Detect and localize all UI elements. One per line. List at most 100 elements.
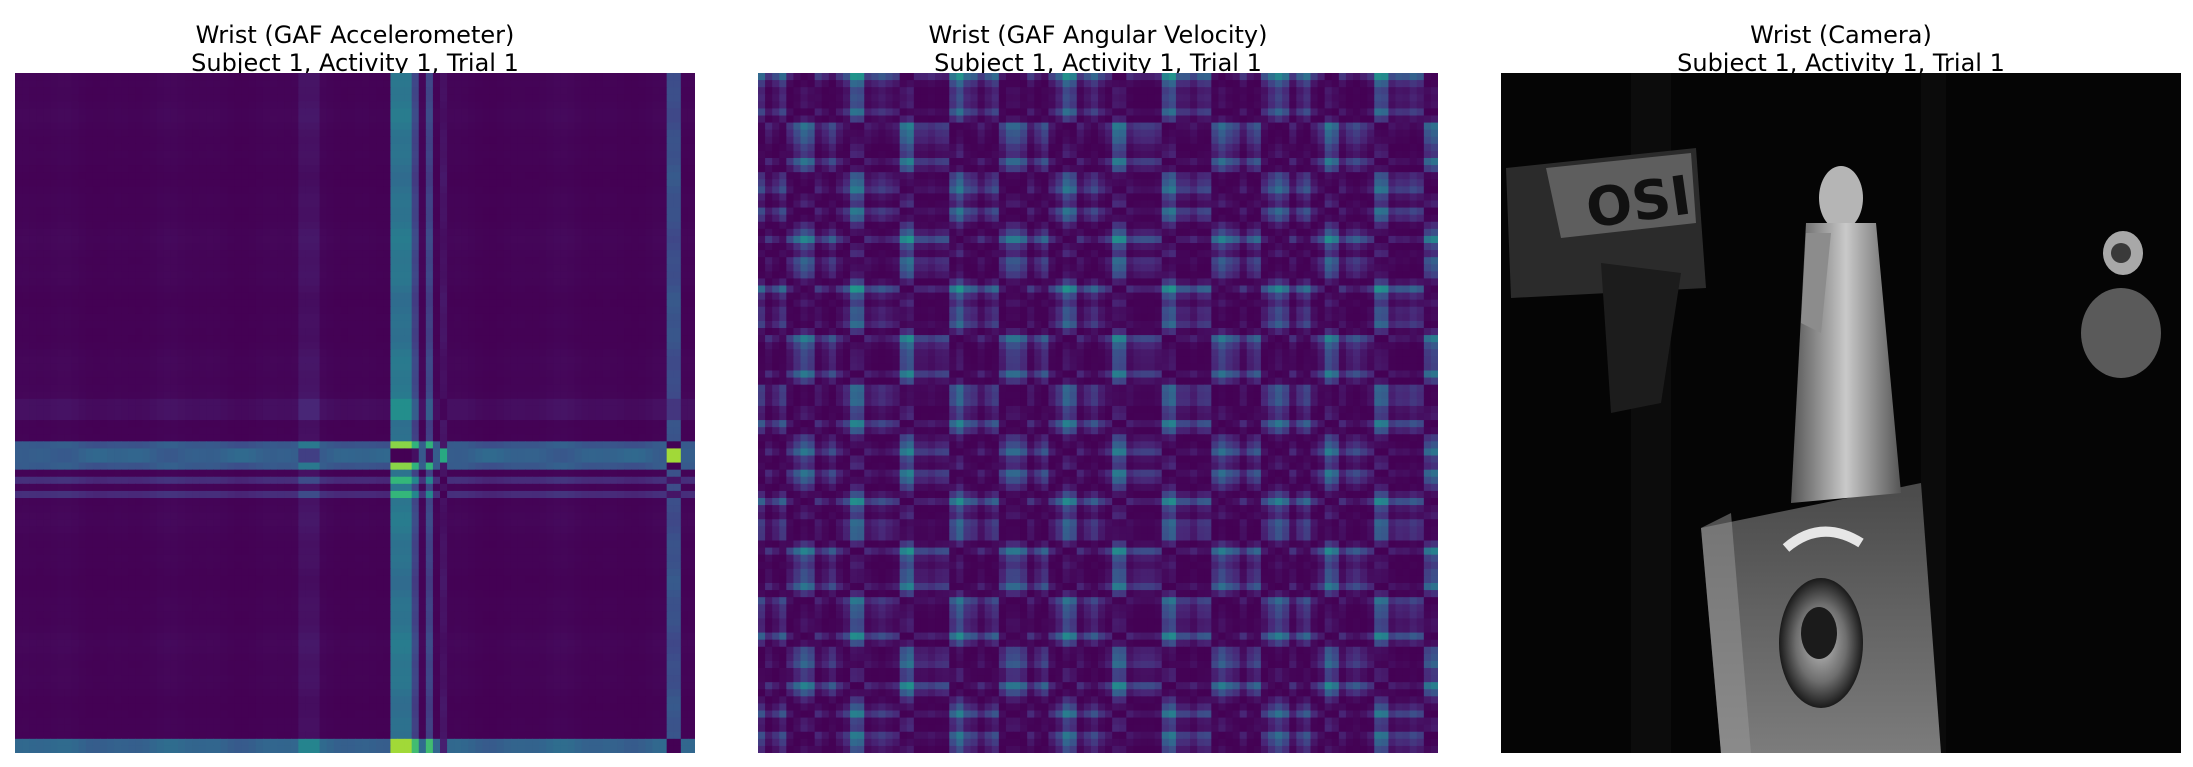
heatmap-cell — [390, 122, 399, 131]
heatmap-cell — [567, 278, 576, 287]
heatmap-cell — [447, 179, 455, 187]
heatmap-cell — [220, 143, 229, 152]
heatmap-cell — [574, 335, 583, 343]
heatmap-cell — [567, 150, 576, 159]
heatmap-cell — [525, 143, 533, 152]
heatmap-cell — [631, 80, 639, 88]
heatmap-cell — [376, 122, 384, 131]
heatmap-cell — [574, 313, 583, 322]
heatmap-cell — [440, 235, 448, 244]
heatmap-cell — [326, 129, 335, 138]
heatmap-cell — [234, 420, 243, 428]
heatmap-cell — [652, 200, 661, 209]
heatmap-cell — [36, 214, 44, 223]
heatmap-cell — [170, 313, 179, 322]
heatmap-cell — [100, 299, 108, 308]
heatmap-cell — [489, 342, 498, 350]
heatmap-cell — [177, 370, 186, 379]
heatmap-cell — [425, 172, 434, 180]
heatmap-cell — [581, 405, 590, 414]
heatmap-cell — [525, 264, 533, 272]
heatmap-cell — [85, 306, 94, 315]
heatmap-cell — [617, 136, 625, 145]
heatmap-cell — [220, 108, 229, 117]
heatmap-cell — [489, 257, 498, 265]
heatmap-cell — [241, 434, 250, 442]
heatmap-cell — [461, 158, 469, 166]
heatmap-cell — [340, 228, 349, 237]
heatmap-cell — [347, 87, 356, 95]
heatmap-cell — [85, 370, 94, 379]
heatmap-cell — [687, 136, 695, 145]
heatmap-cell — [383, 299, 392, 308]
heatmap-cell — [440, 250, 448, 258]
heatmap-cell — [610, 250, 618, 258]
heatmap-cell — [347, 271, 356, 280]
heatmap-cell — [121, 158, 129, 166]
heatmap-cell — [326, 384, 335, 393]
heatmap-cell — [602, 377, 611, 386]
heatmap-cell — [574, 363, 583, 372]
heatmap-cell — [262, 207, 271, 216]
heatmap-cell — [432, 143, 441, 152]
heatmap-cell — [376, 257, 384, 265]
heatmap-cell — [262, 200, 271, 209]
heatmap-cell — [319, 292, 328, 301]
heatmap-cell — [121, 250, 129, 258]
heatmap-cell — [128, 165, 137, 173]
heatmap-cell — [291, 335, 299, 343]
heatmap-cell — [170, 228, 179, 237]
heatmap-cell — [319, 349, 328, 357]
heatmap-cell — [560, 271, 569, 280]
heatmap-cell — [312, 391, 321, 400]
heatmap-cell — [440, 264, 448, 272]
heatmap-cell — [666, 257, 675, 265]
heatmap-cell — [220, 413, 229, 421]
heatmap-cell — [270, 328, 278, 336]
heatmap-cell — [255, 186, 264, 195]
heatmap-cell — [50, 356, 59, 365]
heatmap-cell — [482, 398, 491, 407]
heatmap-cell — [546, 391, 554, 400]
heatmap-cell — [163, 405, 172, 414]
heatmap-cell — [234, 150, 243, 159]
heatmap-cell — [631, 271, 639, 280]
heatmap-cell — [673, 377, 682, 386]
heatmap-cell — [390, 228, 399, 237]
heatmap-cell — [170, 122, 179, 131]
heatmap-cell — [574, 158, 583, 166]
heatmap-cell — [383, 264, 392, 272]
heatmap-cell — [149, 398, 158, 407]
heatmap-cell — [475, 87, 484, 95]
heatmap-cell — [114, 413, 122, 421]
heatmap-cell — [319, 207, 328, 216]
heatmap-cell — [362, 136, 370, 145]
heatmap-cell — [638, 377, 647, 386]
heatmap-cell — [581, 427, 590, 435]
heatmap-cell — [404, 278, 413, 287]
heatmap-cell — [390, 250, 399, 258]
heatmap-cell — [220, 87, 229, 95]
heatmap-cell — [36, 94, 44, 102]
heatmap-cell — [447, 257, 455, 265]
heatmap-cell — [340, 420, 349, 428]
heatmap-cell — [220, 384, 229, 393]
heatmap-cell — [142, 413, 151, 421]
heatmap-cell — [142, 264, 151, 272]
heatmap-cell — [29, 221, 37, 230]
heatmap-cell — [206, 434, 214, 442]
heatmap-cell — [638, 434, 647, 442]
heatmap-cell — [333, 391, 342, 400]
heatmap-cell — [376, 377, 384, 386]
heatmap-cell — [645, 150, 654, 159]
heatmap-cell — [574, 165, 583, 173]
heatmap-cell — [496, 115, 505, 124]
heatmap-cell — [447, 73, 455, 81]
heatmap-cell — [624, 243, 632, 251]
heatmap-cell — [517, 257, 526, 265]
heatmap-cell — [312, 328, 321, 336]
heatmap-cell — [404, 299, 413, 308]
heatmap-cell — [376, 405, 384, 414]
heatmap-cell — [652, 136, 661, 145]
heatmap-cell — [376, 80, 384, 88]
